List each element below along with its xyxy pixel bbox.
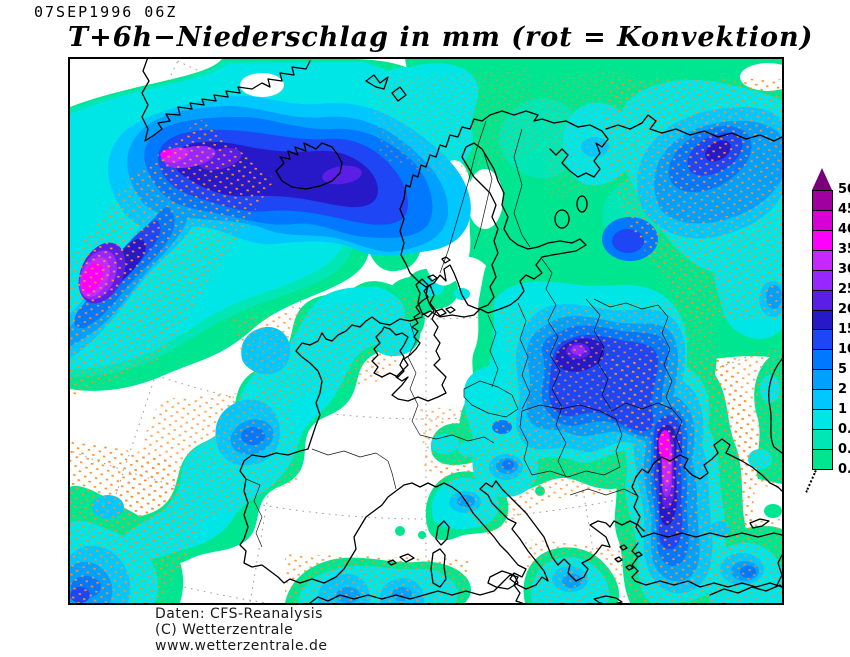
- uk-coast: [391, 256, 451, 402]
- africa-coast: [309, 574, 523, 603]
- turkey-north-coast: [641, 532, 782, 538]
- convection-stipple-layer: [70, 69, 782, 603]
- legend-tick-label: 1: [838, 402, 848, 418]
- legend-tick-label: 0.5: [838, 422, 850, 438]
- sardinia-corsica: [430, 520, 450, 588]
- barents-coast: [605, 114, 782, 142]
- legend-segment: [813, 349, 832, 370]
- coastlines: [141, 59, 782, 603]
- legend-segment: [813, 191, 832, 210]
- legend-tick-label: 35: [838, 242, 850, 258]
- legend-tail-line: [805, 470, 817, 493]
- denmark-coast: [415, 278, 456, 318]
- black-sea-coast: [631, 438, 782, 538]
- turkey-west-south-coast: [631, 542, 782, 588]
- legend-arrow-tip: [812, 168, 832, 190]
- svalbard-islands: [365, 74, 407, 102]
- greenland-coast: [141, 59, 311, 142]
- adriatic-greece-coast: [495, 480, 645, 582]
- lake-ladoga: [554, 209, 570, 229]
- legend-tick-label: 50: [838, 182, 850, 198]
- weather-map: [68, 57, 784, 605]
- legend-tick-label: 0.1: [838, 462, 850, 478]
- lake-onega: [576, 195, 588, 213]
- italy-coast: [459, 480, 549, 590]
- balearics: [387, 553, 415, 566]
- legend-segment: [813, 329, 832, 350]
- run-timestamp: 07SEP1996 06Z: [34, 3, 178, 21]
- legend-segment: [813, 209, 832, 230]
- data-source-line: Daten: CFS-Reanalysis: [155, 606, 323, 622]
- legend-segment: [813, 448, 832, 469]
- west-europe-coast: [239, 316, 461, 584]
- kola-whitesea-coast: [489, 110, 609, 178]
- legend-tick-label: 40: [838, 222, 850, 238]
- legend-tick-label: 30: [838, 262, 850, 278]
- levant-coast: [709, 554, 782, 596]
- legend-segment: [813, 389, 832, 410]
- legend-tick-label: 0.2: [838, 442, 850, 458]
- caspian-coast: [768, 358, 782, 454]
- legend-segment: [813, 409, 832, 430]
- cyprus: [749, 518, 770, 529]
- attribution-footer: Daten: CFS-Reanalysis (C) Wetterzentrale…: [155, 606, 328, 654]
- legend-segment: [813, 249, 832, 270]
- ireland-coast: [371, 326, 409, 378]
- precip-legend-bar: [812, 190, 833, 470]
- norway-baltic-coast: [399, 114, 587, 318]
- legend-tick-label: 25: [838, 282, 850, 298]
- legend-tick-label: 5: [838, 362, 848, 378]
- legend-tick-label: 2: [838, 382, 848, 398]
- legend-segment: [813, 309, 832, 330]
- website-line: www.wetterzentrale.de: [155, 638, 328, 654]
- copyright-line: (C) Wetterzentrale: [155, 622, 294, 638]
- legend-segment: [813, 269, 832, 290]
- country-borders: [245, 120, 683, 548]
- legend-tick-label: 20: [838, 302, 850, 318]
- legend-tick-label: 10: [838, 342, 850, 358]
- legend-segment: [813, 369, 832, 390]
- crete-aegean: [593, 544, 643, 603]
- iceland-coast: [275, 142, 343, 190]
- chart-title: T+6h−Niederschlag in mm (rot = Konvektio…: [68, 22, 814, 53]
- legend-tick-label: 15: [838, 322, 850, 338]
- legend-tick-label: 45: [838, 202, 850, 218]
- legend-segment: [813, 429, 832, 449]
- sicily-coast: [487, 570, 519, 590]
- precip-legend: 50 45 40 35 30 25 20 15 10 5 2 1 0.5 0.2 0.1: [805, 168, 850, 508]
- legend-segment: [813, 229, 832, 250]
- legend-segment: [813, 289, 832, 310]
